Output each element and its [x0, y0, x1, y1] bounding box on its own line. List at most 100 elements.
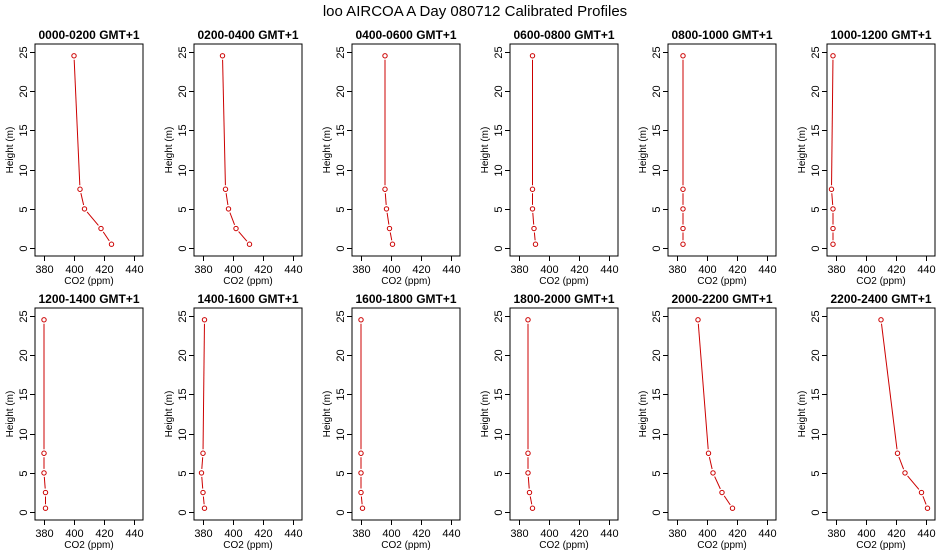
y-axis-label: Height (m): [480, 391, 491, 438]
x-axis-label: CO2 (ppm): [697, 276, 746, 287]
data-point: [695, 317, 701, 323]
data-point: [201, 505, 208, 511]
y-axis-label: Height (m): [164, 127, 175, 174]
y-tick-label: 15: [335, 388, 347, 400]
data-point: [830, 225, 836, 232]
data-point: [705, 450, 712, 456]
y-axis-label: Height (m): [638, 127, 649, 174]
profile-segment: [201, 476, 204, 489]
data-point: [358, 470, 364, 476]
y-tick-label: 20: [177, 349, 189, 361]
x-tick-label: 440: [125, 264, 143, 276]
y-tick-label: 10: [18, 164, 30, 176]
y-tick-label: 0: [651, 245, 663, 251]
data-point: [42, 489, 49, 496]
panel-title: 2200-2400 GMT+1: [830, 292, 931, 306]
data-point: [924, 505, 931, 511]
data-point: [198, 470, 205, 476]
profile-segment: [222, 59, 226, 186]
profile-segment: [922, 496, 927, 505]
y-tick-label: 5: [810, 206, 822, 212]
y-tick-label: 15: [177, 124, 189, 136]
y-tick-label: 25: [651, 46, 663, 58]
profile-segment: [723, 495, 731, 506]
x-tick-label: 380: [668, 264, 686, 276]
x-tick-label: 380: [510, 264, 528, 276]
y-tick-label: 20: [651, 349, 663, 361]
x-axis-label: CO2 (ppm): [223, 276, 272, 287]
y-axis-label: Height (m): [797, 391, 808, 438]
x-tick-label: 440: [917, 264, 935, 276]
chart-panel-2: 0200-0400 GMT+1 380 400 420 440 0 5 10 15 20 25 CO2…: [164, 28, 303, 287]
data-point: [41, 450, 47, 456]
x-tick-label: 380: [194, 264, 212, 276]
data-point: [525, 317, 531, 323]
chart-panel-8: 1400-1600 GMT+1 380 400 420 440 0 5 10 15 20 25 CO2…: [164, 292, 303, 550]
data-point: [359, 505, 366, 511]
y-tick-label: 10: [810, 428, 822, 440]
x-tick-label: 380: [35, 264, 53, 276]
plot-frame: [826, 307, 936, 521]
data-point: [246, 241, 253, 247]
panel-title: 1200-1400 GMT+1: [38, 292, 139, 306]
data-point: [680, 206, 686, 212]
data-point: [830, 53, 836, 59]
data-point: [878, 317, 884, 323]
x-tick-label: 420: [95, 264, 113, 276]
profile-segment: [529, 496, 533, 505]
data-point: [729, 505, 736, 511]
x-tick-label: 400: [65, 528, 83, 540]
data-point: [200, 450, 206, 456]
y-tick-label: 0: [18, 245, 30, 251]
chart-panel-5: 0800-1000 GMT+1 380 400 420 440 0 5 10 15 20 25 CO2…: [638, 28, 777, 287]
profile-segment: [880, 323, 898, 450]
y-tick-label: 25: [335, 46, 347, 58]
data-point: [41, 317, 47, 323]
y-tick-label: 25: [335, 310, 347, 322]
profile-segment: [697, 323, 709, 450]
x-tick-label: 380: [510, 528, 528, 540]
y-tick-label: 5: [335, 206, 347, 212]
y-tick-label: 15: [651, 124, 663, 136]
plot-frame: [34, 43, 144, 257]
y-tick-label: 10: [18, 428, 30, 440]
plot-frame: [193, 43, 303, 257]
y-tick-label: 5: [810, 470, 822, 476]
data-point: [830, 241, 836, 247]
x-axis-label: CO2 (ppm): [697, 540, 746, 550]
y-tick-label: 25: [810, 46, 822, 58]
x-tick-label: 440: [758, 528, 776, 540]
y-tick-label: 20: [177, 85, 189, 97]
panel-title: 0600-0800 GMT+1: [513, 28, 614, 42]
x-axis-label: CO2 (ppm): [64, 276, 113, 287]
x-tick-label: 440: [600, 528, 618, 540]
chart-panel-3: 0400-0600 GMT+1 380 400 420 440 0 5 10 15 20 25 CO2…: [322, 28, 461, 287]
x-tick-label: 400: [698, 264, 716, 276]
y-axis-label: Height (m): [322, 391, 333, 438]
profile-segment: [533, 232, 536, 241]
x-tick-label: 400: [382, 264, 400, 276]
y-tick-label: 10: [493, 164, 505, 176]
data-point: [81, 206, 88, 212]
plot-frame: [509, 307, 619, 521]
profile-segment: [201, 457, 204, 469]
profile-segment: [202, 323, 205, 450]
chart-panel-4: 0600-0800 GMT+1 380 400 420 440 0 5 10 15 20 25 CO2…: [480, 28, 619, 287]
plot-frame: [667, 43, 777, 257]
profile-segment: [238, 231, 248, 242]
panel-title: 2000-2200 GMT+1: [671, 292, 772, 306]
data-point: [529, 53, 536, 59]
x-tick-label: 440: [758, 264, 776, 276]
data-point: [383, 206, 390, 212]
y-tick-label: 5: [18, 206, 30, 212]
x-tick-label: 420: [412, 528, 430, 540]
panel-title: 0200-0400 GMT+1: [197, 28, 298, 42]
y-tick-label: 25: [493, 310, 505, 322]
x-tick-label: 420: [728, 528, 746, 540]
y-tick-label: 10: [810, 164, 822, 176]
profile-segment: [389, 232, 393, 241]
data-point: [525, 470, 531, 476]
data-point: [233, 225, 239, 232]
data-point: [201, 317, 208, 323]
data-point: [219, 53, 226, 59]
